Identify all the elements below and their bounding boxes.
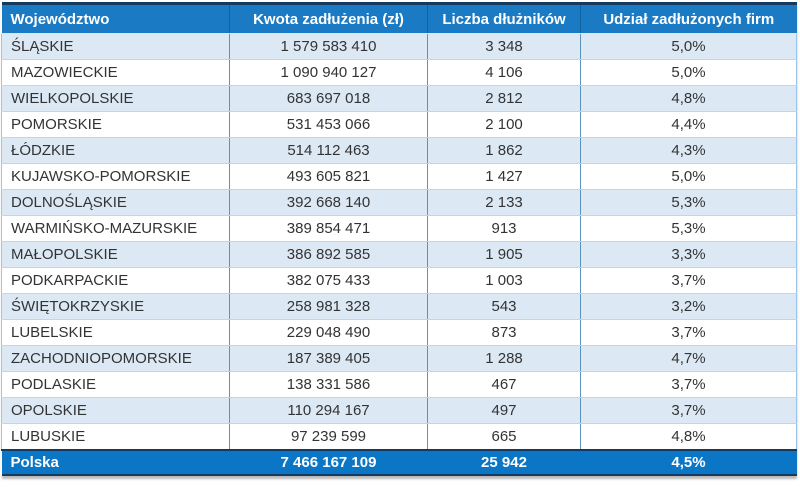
indebted-share-cell: 3,7% <box>580 267 797 294</box>
indebted-share-cell: 3,7% <box>580 319 797 346</box>
debtor-count-cell: 2 812 <box>427 85 581 112</box>
indebted-share-cell: 3,7% <box>580 371 797 398</box>
indebted-share-cell: 5,0% <box>580 163 797 190</box>
debt-amount-cell: 514 112 463 <box>229 137 428 164</box>
table-body: ŚLĄSKIE 1 579 583 410 3 348 5,0% MAZOWIECKIE… <box>1 33 797 451</box>
debtor-count-cell: 1 427 <box>427 163 581 190</box>
debt-amount-cell: 683 697 018 <box>229 85 428 112</box>
debt-amount-cell: 1 090 940 127 <box>229 59 428 86</box>
header-row: Województwo Kwota zadłużenia (zł) Liczba… <box>1 2 797 34</box>
header-debt-amount: Kwota zadłużenia (zł) <box>229 2 428 34</box>
table-row: PODLASKIE 138 331 586 467 3,7% <box>1 371 797 398</box>
indebted-share-cell: 4,3% <box>580 137 797 164</box>
table-row: ŚLĄSKIE 1 579 583 410 3 348 5,0% <box>1 33 797 60</box>
table-row: DOLNOŚLĄSKIE 392 668 140 2 133 5,3% <box>1 189 797 216</box>
debt-table: Województwo Kwota zadłużenia (zł) Liczba… <box>1 2 797 476</box>
table-row: MAŁOPOLSKIE 386 892 585 1 905 3,3% <box>1 241 797 268</box>
table-row: OPOLSKIE 110 294 167 497 3,7% <box>1 397 797 424</box>
debtor-count-cell: 873 <box>427 319 581 346</box>
debtor-count-cell: 913 <box>427 215 581 242</box>
debtor-count-cell: 543 <box>427 293 581 320</box>
debt-table-container: Województwo Kwota zadłużenia (zł) Liczba… <box>1 2 797 476</box>
debt-amount-cell: 531 453 066 <box>229 111 428 138</box>
debt-amount-cell: 1 579 583 410 <box>229 33 428 60</box>
total-debt-amount: 7 466 167 109 <box>229 449 428 476</box>
voivodeship-cell: ŚWIĘTOKRZYSKIE <box>1 293 230 320</box>
indebted-share-cell: 4,8% <box>580 85 797 112</box>
indebted-share-cell: 4,8% <box>580 423 797 451</box>
table-row: PODKARPACKIE 382 075 433 1 003 3,7% <box>1 267 797 294</box>
table-row: LUBUSKIE 97 239 599 665 4,8% <box>1 423 797 451</box>
indebted-share-cell: 3,3% <box>580 241 797 268</box>
debt-amount-cell: 392 668 140 <box>229 189 428 216</box>
table-footer: Polska 7 466 167 109 25 942 4,5% <box>1 449 797 476</box>
total-label: Polska <box>1 449 230 476</box>
debt-amount-cell: 187 389 405 <box>229 345 428 372</box>
total-row: Polska 7 466 167 109 25 942 4,5% <box>1 449 797 476</box>
indebted-share-cell: 3,2% <box>580 293 797 320</box>
indebted-share-cell: 5,0% <box>580 33 797 60</box>
debt-amount-cell: 382 075 433 <box>229 267 428 294</box>
debtor-count-cell: 467 <box>427 371 581 398</box>
debtor-count-cell: 1 905 <box>427 241 581 268</box>
indebted-share-cell: 5,3% <box>580 189 797 216</box>
debtor-count-cell: 2 133 <box>427 189 581 216</box>
debtor-count-cell: 1 003 <box>427 267 581 294</box>
indebted-share-cell: 4,4% <box>580 111 797 138</box>
table-row: POMORSKIE 531 453 066 2 100 4,4% <box>1 111 797 138</box>
voivodeship-cell: ZACHODNIOPOMORSKIE <box>1 345 230 372</box>
indebted-share-cell: 3,7% <box>580 397 797 424</box>
voivodeship-cell: OPOLSKIE <box>1 397 230 424</box>
voivodeship-cell: PODLASKIE <box>1 371 230 398</box>
debt-amount-cell: 493 605 821 <box>229 163 428 190</box>
voivodeship-cell: LUBUSKIE <box>1 423 230 451</box>
debtor-count-cell: 2 100 <box>427 111 581 138</box>
table-row: ZACHODNIOPOMORSKIE 187 389 405 1 288 4,7% <box>1 345 797 372</box>
debt-amount-cell: 258 981 328 <box>229 293 428 320</box>
debt-amount-cell: 110 294 167 <box>229 397 428 424</box>
total-indebted-share: 4,5% <box>580 449 797 476</box>
voivodeship-cell: WARMIŃSKO-MAZURSKIE <box>1 215 230 242</box>
debt-amount-cell: 386 892 585 <box>229 241 428 268</box>
indebted-share-cell: 5,0% <box>580 59 797 86</box>
debt-amount-cell: 97 239 599 <box>229 423 428 451</box>
header-voivodeship: Województwo <box>1 2 230 34</box>
table-row: ŚWIĘTOKRZYSKIE 258 981 328 543 3,2% <box>1 293 797 320</box>
voivodeship-cell: MAZOWIECKIE <box>1 59 230 86</box>
table-header: Województwo Kwota zadłużenia (zł) Liczba… <box>1 2 797 34</box>
debtor-count-cell: 4 106 <box>427 59 581 86</box>
debtor-count-cell: 665 <box>427 423 581 451</box>
debt-amount-cell: 229 048 490 <box>229 319 428 346</box>
indebted-share-cell: 5,3% <box>580 215 797 242</box>
debtor-count-cell: 1 288 <box>427 345 581 372</box>
voivodeship-cell: MAŁOPOLSKIE <box>1 241 230 268</box>
voivodeship-cell: KUJAWSKO-POMORSKIE <box>1 163 230 190</box>
debtor-count-cell: 3 348 <box>427 33 581 60</box>
table-row: ŁÓDZKIE 514 112 463 1 862 4,3% <box>1 137 797 164</box>
voivodeship-cell: PODKARPACKIE <box>1 267 230 294</box>
debtor-count-cell: 1 862 <box>427 137 581 164</box>
voivodeship-cell: POMORSKIE <box>1 111 230 138</box>
voivodeship-cell: LUBELSKIE <box>1 319 230 346</box>
table-row: MAZOWIECKIE 1 090 940 127 4 106 5,0% <box>1 59 797 86</box>
debtor-count-cell: 497 <box>427 397 581 424</box>
header-indebted-share: Udział zadłużonych firm <box>580 2 797 34</box>
table-row: WARMIŃSKO-MAZURSKIE 389 854 471 913 5,3% <box>1 215 797 242</box>
table-row: KUJAWSKO-POMORSKIE 493 605 821 1 427 5,0% <box>1 163 797 190</box>
voivodeship-cell: DOLNOŚLĄSKIE <box>1 189 230 216</box>
indebted-share-cell: 4,7% <box>580 345 797 372</box>
voivodeship-cell: ŁÓDZKIE <box>1 137 230 164</box>
table-row: WIELKOPOLSKIE 683 697 018 2 812 4,8% <box>1 85 797 112</box>
header-debtor-count: Liczba dłużników <box>427 2 581 34</box>
voivodeship-cell: ŚLĄSKIE <box>1 33 230 60</box>
voivodeship-cell: WIELKOPOLSKIE <box>1 85 230 112</box>
debt-amount-cell: 389 854 471 <box>229 215 428 242</box>
total-debtor-count: 25 942 <box>427 449 581 476</box>
table-row: LUBELSKIE 229 048 490 873 3,7% <box>1 319 797 346</box>
debt-amount-cell: 138 331 586 <box>229 371 428 398</box>
